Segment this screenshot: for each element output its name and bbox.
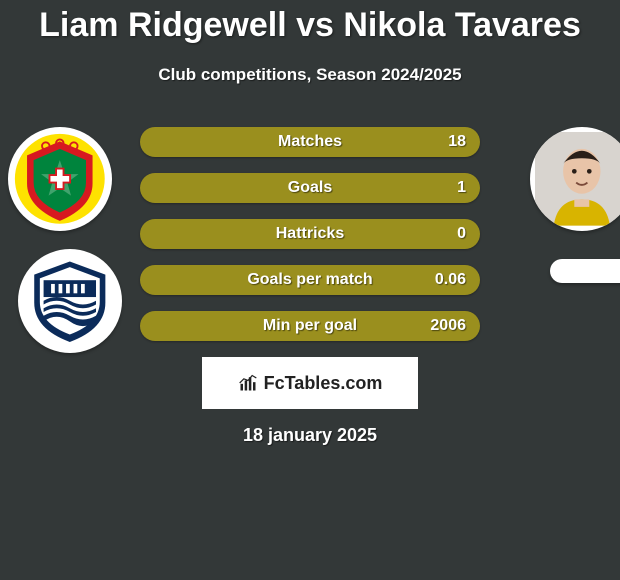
date-line: 18 january 2025: [0, 425, 620, 446]
stat-value-right: 0: [457, 225, 466, 243]
stat-bar-hattricks: Hattricks 0: [140, 219, 480, 249]
stat-bar-min-per-goal: Min per goal 2006: [140, 311, 480, 341]
comparison-panel: Matches 18 Goals 1 Hattricks 0 Goals per…: [0, 125, 620, 446]
blank-pill-right: [550, 259, 620, 283]
watermark-text: FcTables.com: [264, 373, 383, 394]
stat-value-right: 0.06: [435, 271, 466, 289]
player-portrait-icon: [535, 132, 620, 226]
stat-bar-matches: Matches 18: [140, 127, 480, 157]
stat-label: Min per goal: [263, 317, 357, 335]
player-photo-right: [530, 127, 620, 231]
southend-badge-icon: [23, 254, 117, 348]
page-subtitle: Club competitions, Season 2024/2025: [0, 65, 620, 85]
stat-value-right: 1: [457, 179, 466, 197]
club-badge-left-1: [8, 127, 112, 231]
stat-bar-goals-per-match: Goals per match 0.06: [140, 265, 480, 295]
stat-bar-goals: Goals 1: [140, 173, 480, 203]
stat-value-right: 18: [448, 133, 466, 151]
stat-label: Matches: [278, 133, 342, 151]
page-title: Liam Ridgewell vs Nikola Tavares: [0, 0, 620, 45]
stat-label: Goals per match: [247, 271, 372, 289]
stat-label: Goals: [288, 179, 332, 197]
watermark-badge: FcTables.com: [202, 357, 418, 409]
stat-label: Hattricks: [276, 225, 344, 243]
club-badge-left-2: [18, 249, 122, 353]
fcpf-badge-icon: [13, 132, 107, 226]
stat-bars: Matches 18 Goals 1 Hattricks 0 Goals per…: [140, 125, 480, 341]
bar-chart-icon: [238, 373, 258, 393]
stat-value-right: 2006: [430, 317, 466, 335]
